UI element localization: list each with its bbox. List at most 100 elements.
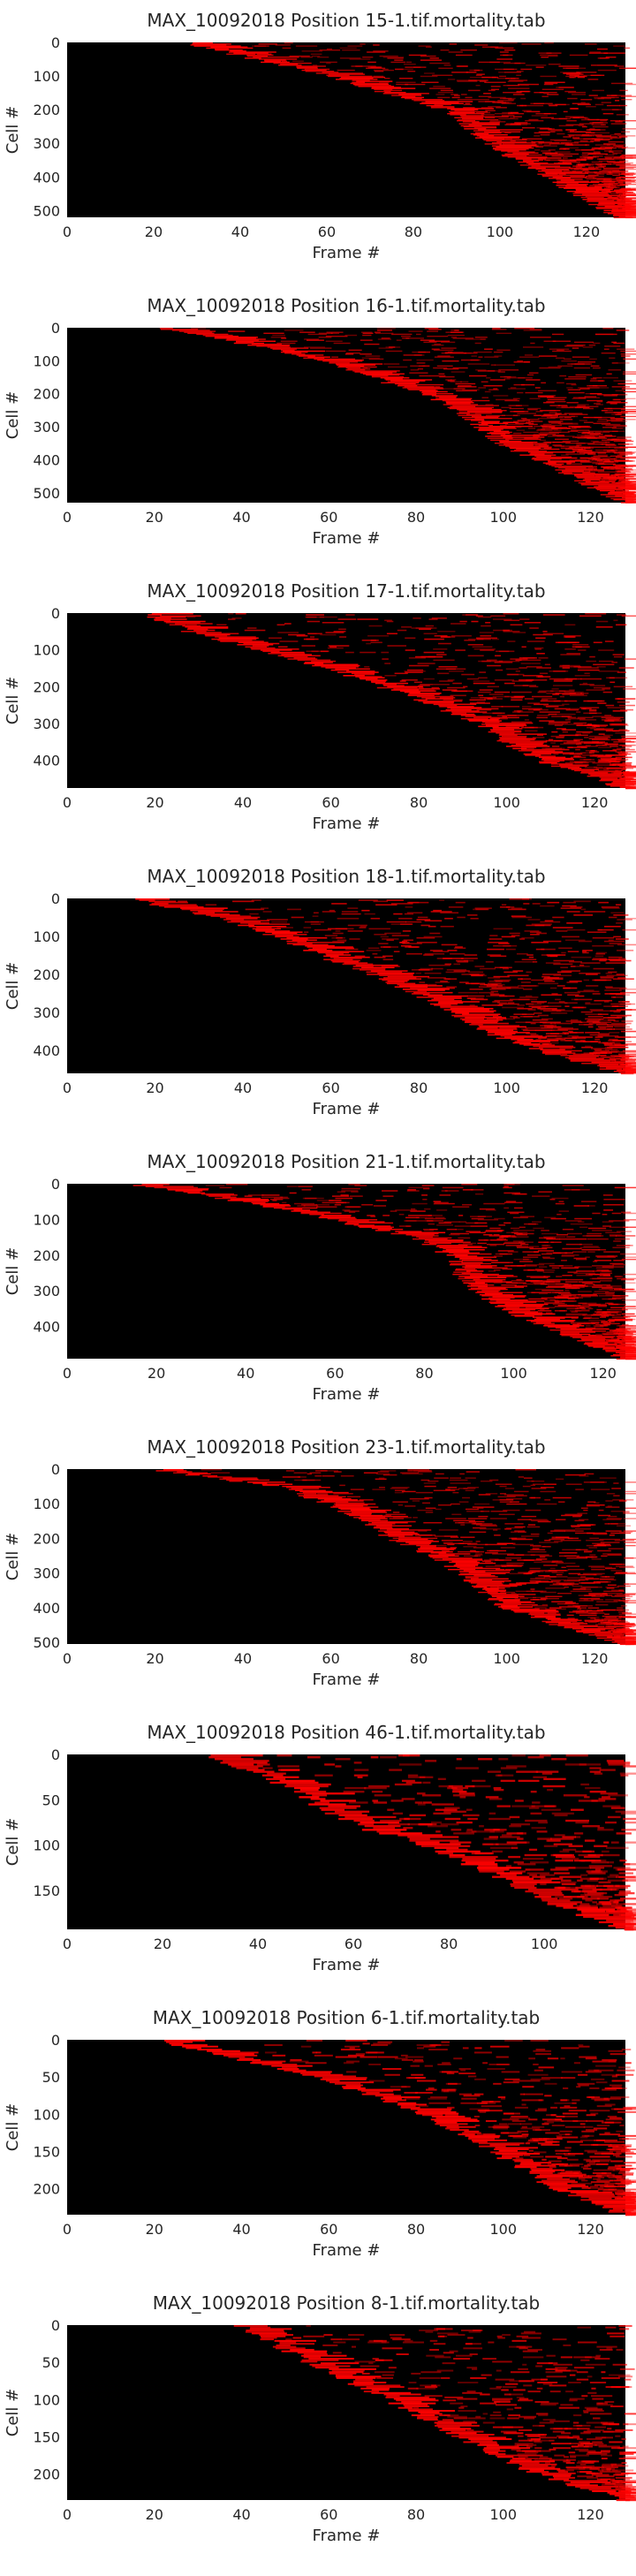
heatmap-cell <box>529 1567 541 1570</box>
heatmap-cell <box>540 424 563 427</box>
heatmap-cell <box>625 482 636 485</box>
x-axis-label: Frame # <box>313 1385 381 1404</box>
heatmap-cell <box>490 1511 508 1512</box>
heatmap-cell <box>578 1304 599 1307</box>
heatmap-cell <box>420 1546 436 1548</box>
heatmap-cell <box>541 1290 564 1292</box>
heatmap-cell <box>579 156 593 158</box>
heatmap-cell <box>457 408 502 411</box>
heatmap-cell <box>503 421 518 423</box>
heatmap-cell <box>522 685 537 686</box>
heatmap-cell <box>521 43 541 45</box>
heatmap-cell <box>419 375 431 377</box>
heatmap-cell <box>621 172 634 174</box>
heatmap-cell <box>582 170 590 172</box>
heatmap-cell <box>322 1201 344 1204</box>
heatmap-cell <box>621 769 626 770</box>
heatmap-cell <box>577 1512 587 1514</box>
heatmap-cell <box>580 693 589 694</box>
heatmap-cell <box>384 619 392 622</box>
heatmap-cell <box>582 1235 602 1237</box>
heatmap-cell <box>541 1486 555 1489</box>
heatmap-cell <box>446 986 458 989</box>
heatmap-cell <box>475 1541 481 1542</box>
heatmap-cell <box>443 1247 464 1250</box>
heatmap-cell <box>516 90 531 93</box>
heatmap-cell <box>428 329 442 330</box>
heatmap-cell <box>507 640 516 642</box>
heatmap-cell <box>394 68 404 71</box>
heatmap-cell <box>214 337 256 339</box>
heatmap-cell <box>568 1572 581 1575</box>
heatmap-cell <box>607 477 624 479</box>
heatmap-cell <box>536 716 549 719</box>
heatmap-cell <box>496 140 527 143</box>
heatmap-cell <box>421 391 437 394</box>
heatmap-cell <box>495 980 510 982</box>
heatmap-cell <box>514 1207 523 1209</box>
heatmap-cell <box>233 52 269 54</box>
heatmap-cell <box>562 440 579 443</box>
heatmap-cell <box>246 54 274 57</box>
heatmap-cell <box>611 208 625 210</box>
heatmap-cell <box>516 70 524 72</box>
heatmap-cell <box>585 1002 591 1004</box>
heatmap-cell <box>487 1549 499 1552</box>
heatmap-cell <box>254 45 269 47</box>
heatmap-cell <box>615 1346 636 1348</box>
heatmap-cell <box>617 470 630 472</box>
heatmap-cell <box>598 1019 615 1021</box>
heatmap-cell <box>593 1313 611 1315</box>
heatmap-cell <box>612 1246 630 1249</box>
heatmap-cell <box>423 341 437 344</box>
heatmap-cell <box>424 1208 431 1210</box>
heatmap-cell <box>415 1491 434 1494</box>
heatmap-cell <box>526 640 545 642</box>
heatmap-cell <box>444 978 458 980</box>
heatmap-cell <box>205 904 217 906</box>
heatmap-cell <box>399 985 443 987</box>
heatmap-cell <box>558 467 587 469</box>
heatmap-cell <box>561 405 568 407</box>
heatmap-cell <box>584 724 600 726</box>
heatmap-cell <box>540 1591 556 1594</box>
heatmap-cell <box>378 1477 385 1479</box>
heatmap-cell <box>558 1501 565 1503</box>
heatmap-cell <box>625 496 633 497</box>
heatmap-cell <box>355 676 382 678</box>
heatmap-cell <box>618 1500 627 1502</box>
heatmap-cell <box>567 1577 582 1579</box>
heatmap-cell <box>572 94 587 95</box>
heatmap-cell <box>625 1557 636 1559</box>
heatmap-cell <box>460 49 477 51</box>
heatmap-panel-2: MAX_10092018 Position 16-1.tif.mortality… <box>4 295 636 548</box>
heatmap-cell <box>534 647 544 649</box>
heatmap-cell <box>545 1608 566 1610</box>
heatmap-cell <box>453 1253 492 1255</box>
heatmap-cell <box>183 1191 201 1193</box>
heatmap-cell <box>608 939 614 942</box>
heatmap-cell <box>480 338 486 340</box>
heatmap-cell <box>625 777 636 778</box>
heatmap-cell <box>541 757 573 760</box>
heatmap-cell <box>531 752 574 754</box>
heatmap-cell <box>438 1222 452 1224</box>
heatmap-cell <box>602 1225 611 1227</box>
heatmap-cell <box>560 739 578 742</box>
heatmap-cell <box>614 1238 630 1240</box>
heatmap-cell <box>540 1308 545 1311</box>
y-tick-label: 100 <box>33 928 60 945</box>
heatmap-cell <box>531 1221 542 1223</box>
heatmap-cell <box>445 402 474 404</box>
heatmap-cell <box>226 1479 270 1481</box>
heatmap-cell <box>541 1256 550 1258</box>
heatmap-cell <box>564 1252 573 1254</box>
heatmap-cell <box>599 958 621 961</box>
heatmap-cell <box>451 1560 478 1562</box>
heatmap-cell <box>415 1216 427 1219</box>
heatmap-cell <box>612 185 626 186</box>
heatmap-cell <box>580 1295 599 1297</box>
heatmap-cell <box>611 394 628 396</box>
heatmap-cell <box>318 332 333 335</box>
heatmap-cell <box>428 1554 455 1556</box>
